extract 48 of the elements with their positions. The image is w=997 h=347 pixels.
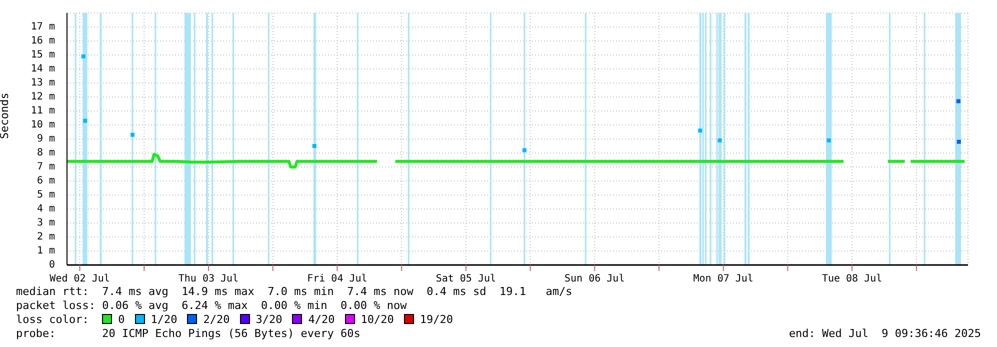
legend-label: 4/20 [307, 313, 335, 326]
y-tick-label: 9 m [36, 134, 55, 145]
point [956, 99, 960, 104]
text: packet loss: 0.06 % avg 6.24 % max 0.00 % min 0.00 % now [16, 299, 408, 313]
legend-label: 2/20 [202, 313, 230, 326]
y-tick-label: 1 m [36, 246, 55, 257]
y-tick-label: 13 m [30, 78, 55, 89]
legend-label: 1/20 [150, 313, 178, 326]
x-tick-label: Thu 03 Jul [178, 274, 239, 285]
legend-label: 10/20 [360, 313, 394, 326]
y-tick-label: 0 [48, 260, 55, 271]
x-tick-label: Mon 07 Jul [693, 274, 754, 285]
y-tick-label: 17 m [30, 22, 55, 33]
y-tick-label: 6 m [36, 176, 55, 187]
point [956, 140, 961, 144]
point [826, 138, 831, 142]
text: end: Wed Jul 9 09:36:46 2025 [788, 327, 981, 341]
y-tick-label: 8 m [36, 148, 55, 159]
x-tick-label: Fri 04 Jul [307, 274, 368, 285]
y-tick-label: 2 m [36, 232, 55, 243]
x-tick-label: Wed 02 Jul [50, 274, 110, 285]
point [81, 54, 86, 58]
y-tick-label: 7 m [36, 162, 55, 173]
point [718, 138, 722, 142]
x-tick-label: Sun 06 Jul [564, 274, 625, 285]
x-tick-label: Sat 05 Jul [436, 274, 496, 285]
text: loss color: [16, 313, 89, 326]
y-tick-label: 3 m [36, 218, 55, 229]
y-tick-label: 10 m [30, 120, 55, 131]
y-tick-label: 12 m [30, 92, 55, 103]
text: median rtt: 7.4 ms avg 14.9 ms max 7.0 ms min 7.4 ms now 0.4 ms sd 19.1 am/s [16, 285, 572, 299]
y-tick-label: 15 m [30, 50, 55, 61]
legend-label: 0 [117, 313, 125, 326]
point [130, 132, 135, 137]
point [522, 148, 526, 152]
y-tick-label: 11 m [30, 106, 55, 117]
legend-label: 3/20 [254, 313, 282, 326]
point [312, 144, 316, 148]
y-tick-label: 16 m [30, 36, 55, 47]
legend-label: 19/20 [418, 313, 453, 326]
point [698, 128, 702, 133]
y-axis-title: Seconds [0, 92, 11, 139]
x-tick-label: Tue 08 Jul [822, 274, 882, 285]
y-tick-label: 14 m [30, 64, 55, 75]
y-tick-label: 5 m [36, 190, 55, 201]
text: probe: 20 ICMP Echo Pings (56 Bytes) every 60s [16, 327, 362, 341]
point [83, 118, 88, 123]
y-tick-label: 4 m [36, 204, 55, 215]
